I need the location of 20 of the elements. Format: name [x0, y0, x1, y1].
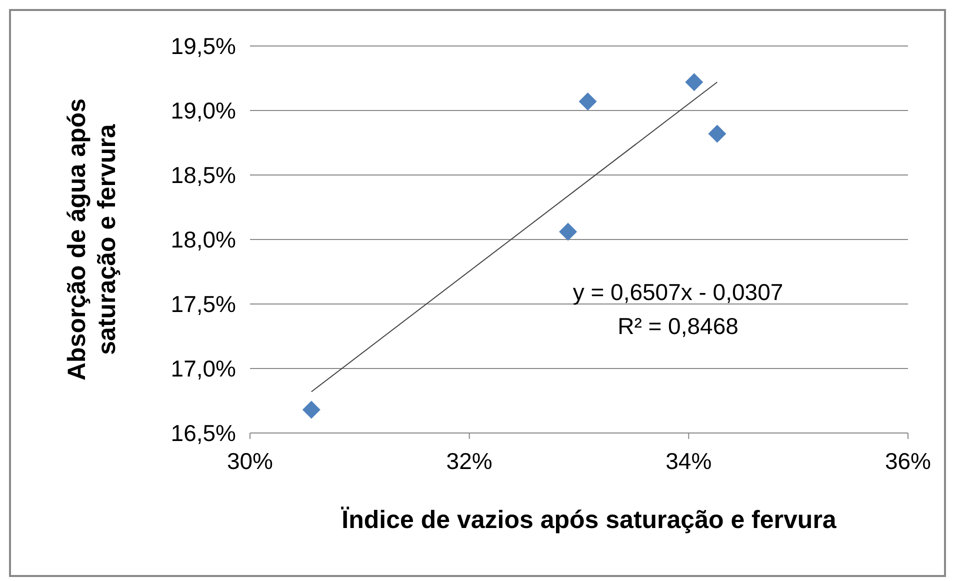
point	[302, 400, 320, 419]
x-tick-label: 30%	[226, 448, 274, 474]
y-tick-label: 19,5%	[170, 33, 236, 59]
y-tick-label: 16,5%	[170, 420, 236, 446]
y-tick-label: 18,0%	[170, 226, 236, 252]
point	[708, 124, 726, 143]
y-tick-label: 17,0%	[170, 356, 236, 382]
y-axis-title: Absorção de água após saturação e fervura	[63, 98, 121, 381]
annotation: y = 0,6507x - 0,0307	[572, 279, 784, 305]
y-tick-label: 17,5%	[170, 291, 236, 317]
x-axis-title: Ïndice de vazios após saturação e fervura	[340, 506, 838, 534]
point	[559, 222, 578, 241]
x-tick-label: 32%	[446, 448, 492, 474]
point	[685, 73, 704, 92]
x-tick-label: 34%	[666, 448, 712, 474]
y-tick-label: 19,0%	[170, 98, 236, 124]
point	[578, 92, 597, 110]
annotation: R² = 0,8468	[618, 313, 738, 339]
x-tick-label: 36%	[884, 448, 932, 474]
y-tick-label: 18,5%	[170, 162, 236, 188]
